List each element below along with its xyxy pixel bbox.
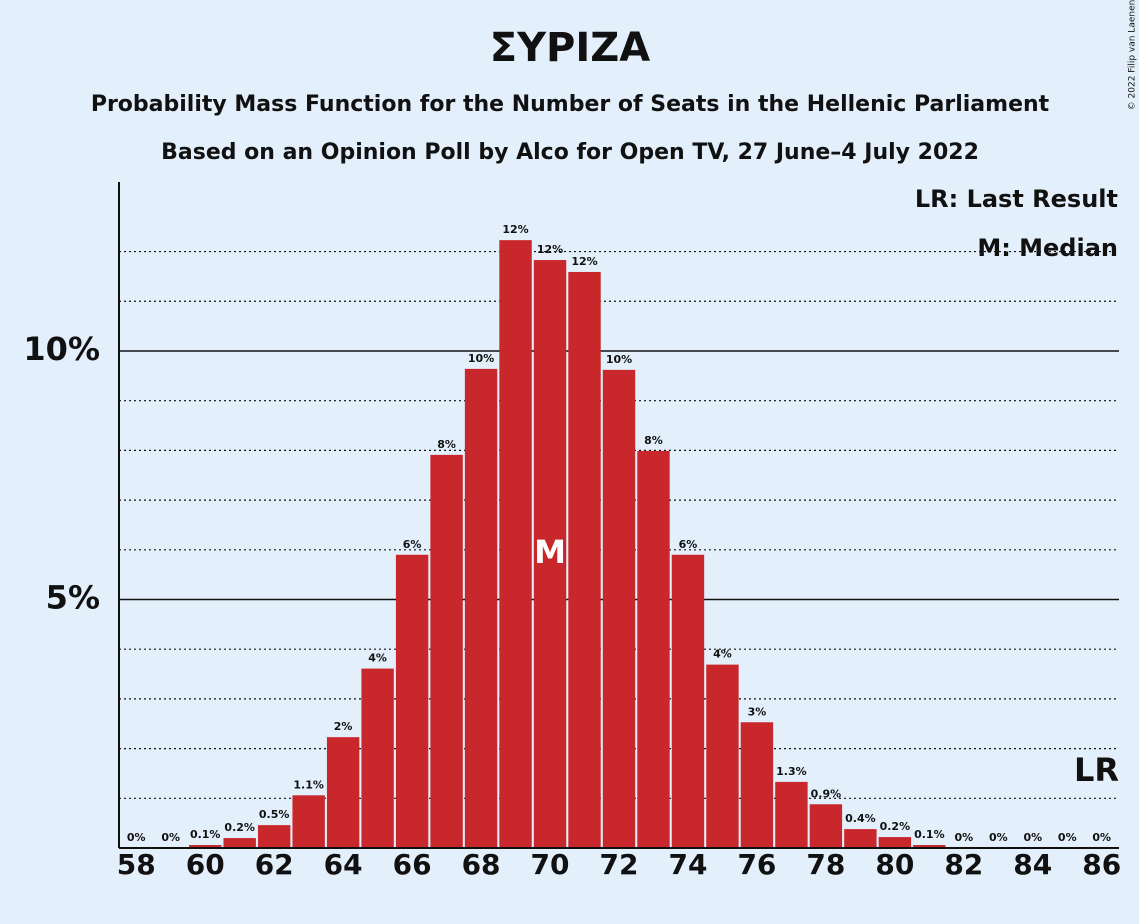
x-tick-label: 72: [600, 848, 639, 881]
x-tick-label: 70: [531, 848, 570, 881]
bar: [740, 722, 774, 848]
bar: [361, 668, 394, 848]
value-label: 4%: [713, 648, 732, 661]
chart-subtitle: Probability Mass Function for the Number…: [91, 92, 1050, 117]
value-label: 6%: [679, 538, 698, 551]
value-label: 0%: [1092, 831, 1111, 844]
bar: [706, 664, 739, 848]
value-label: 6%: [403, 538, 422, 551]
last-result-marker: LR: [1074, 751, 1119, 789]
value-label: 0.1%: [914, 828, 945, 841]
legend-entry: M: Median: [977, 234, 1118, 262]
value-label: 1.3%: [776, 765, 807, 778]
bar: [844, 829, 877, 848]
x-tick-label: 62: [255, 848, 294, 881]
x-tick-label: 76: [737, 848, 776, 881]
bar: [292, 795, 325, 848]
value-label: 0.9%: [811, 787, 842, 800]
bar: [809, 804, 843, 848]
median-marker: M: [534, 533, 566, 571]
x-tick-label: 82: [944, 848, 983, 881]
value-label: 0%: [1058, 831, 1077, 844]
value-label: 10%: [468, 352, 494, 365]
value-label: 0.1%: [190, 828, 221, 841]
bar: [223, 838, 256, 848]
bar: [775, 781, 808, 848]
value-label: 8%: [437, 438, 456, 451]
value-label: 4%: [368, 652, 387, 665]
value-label: 0.2%: [880, 820, 911, 833]
value-label: 0%: [127, 831, 146, 844]
value-label: 0.5%: [259, 808, 290, 821]
bar: [533, 260, 567, 848]
value-label: 1.1%: [293, 778, 324, 791]
chart-subtitle: Based on an Opinion Poll by Alco for Ope…: [161, 140, 979, 165]
bar: [637, 450, 670, 848]
bar: [499, 240, 532, 848]
x-tick-label: 68: [462, 848, 501, 881]
bar: [464, 368, 498, 848]
bar: [878, 837, 912, 848]
bar: [568, 271, 601, 848]
y-tick-label: 5%: [46, 578, 100, 616]
value-label: 12%: [571, 255, 597, 268]
bar: [326, 737, 360, 848]
x-tick-label: 74: [668, 848, 707, 881]
value-label: 2%: [334, 720, 353, 733]
bar: [602, 369, 636, 848]
value-label: 12%: [502, 223, 528, 236]
value-label: 3%: [748, 705, 767, 718]
x-tick-label: 58: [117, 848, 156, 881]
bar: [395, 554, 429, 848]
value-label: 0.4%: [845, 812, 876, 825]
x-tick-label: 66: [393, 848, 432, 881]
value-label: 0%: [161, 831, 180, 844]
chart-title: ΣΥΡΙΖΑ: [490, 25, 650, 71]
x-tick-label: 64: [324, 848, 363, 881]
x-tick-label: 80: [875, 848, 914, 881]
value-label: 10%: [606, 353, 632, 366]
value-label: 0%: [989, 831, 1008, 844]
legend-entry: LR: Last Result: [915, 185, 1118, 213]
bar: [671, 554, 705, 848]
value-label: 0%: [1023, 831, 1042, 844]
value-label: 0.2%: [224, 821, 255, 834]
x-tick-label: 84: [1013, 848, 1052, 881]
bar: [189, 845, 222, 848]
x-tick-label: 60: [186, 848, 225, 881]
value-label: 8%: [644, 434, 663, 447]
bar: [430, 454, 463, 848]
value-label: 0%: [954, 831, 973, 844]
x-tick-label: 78: [806, 848, 845, 881]
bar: [913, 845, 946, 848]
y-tick-label: 10%: [23, 330, 100, 368]
copyright: © 2022 Filip van Laenen: [1128, 0, 1138, 110]
bar: [257, 825, 291, 848]
value-label: 12%: [537, 243, 563, 256]
x-tick-label: 86: [1082, 848, 1121, 881]
